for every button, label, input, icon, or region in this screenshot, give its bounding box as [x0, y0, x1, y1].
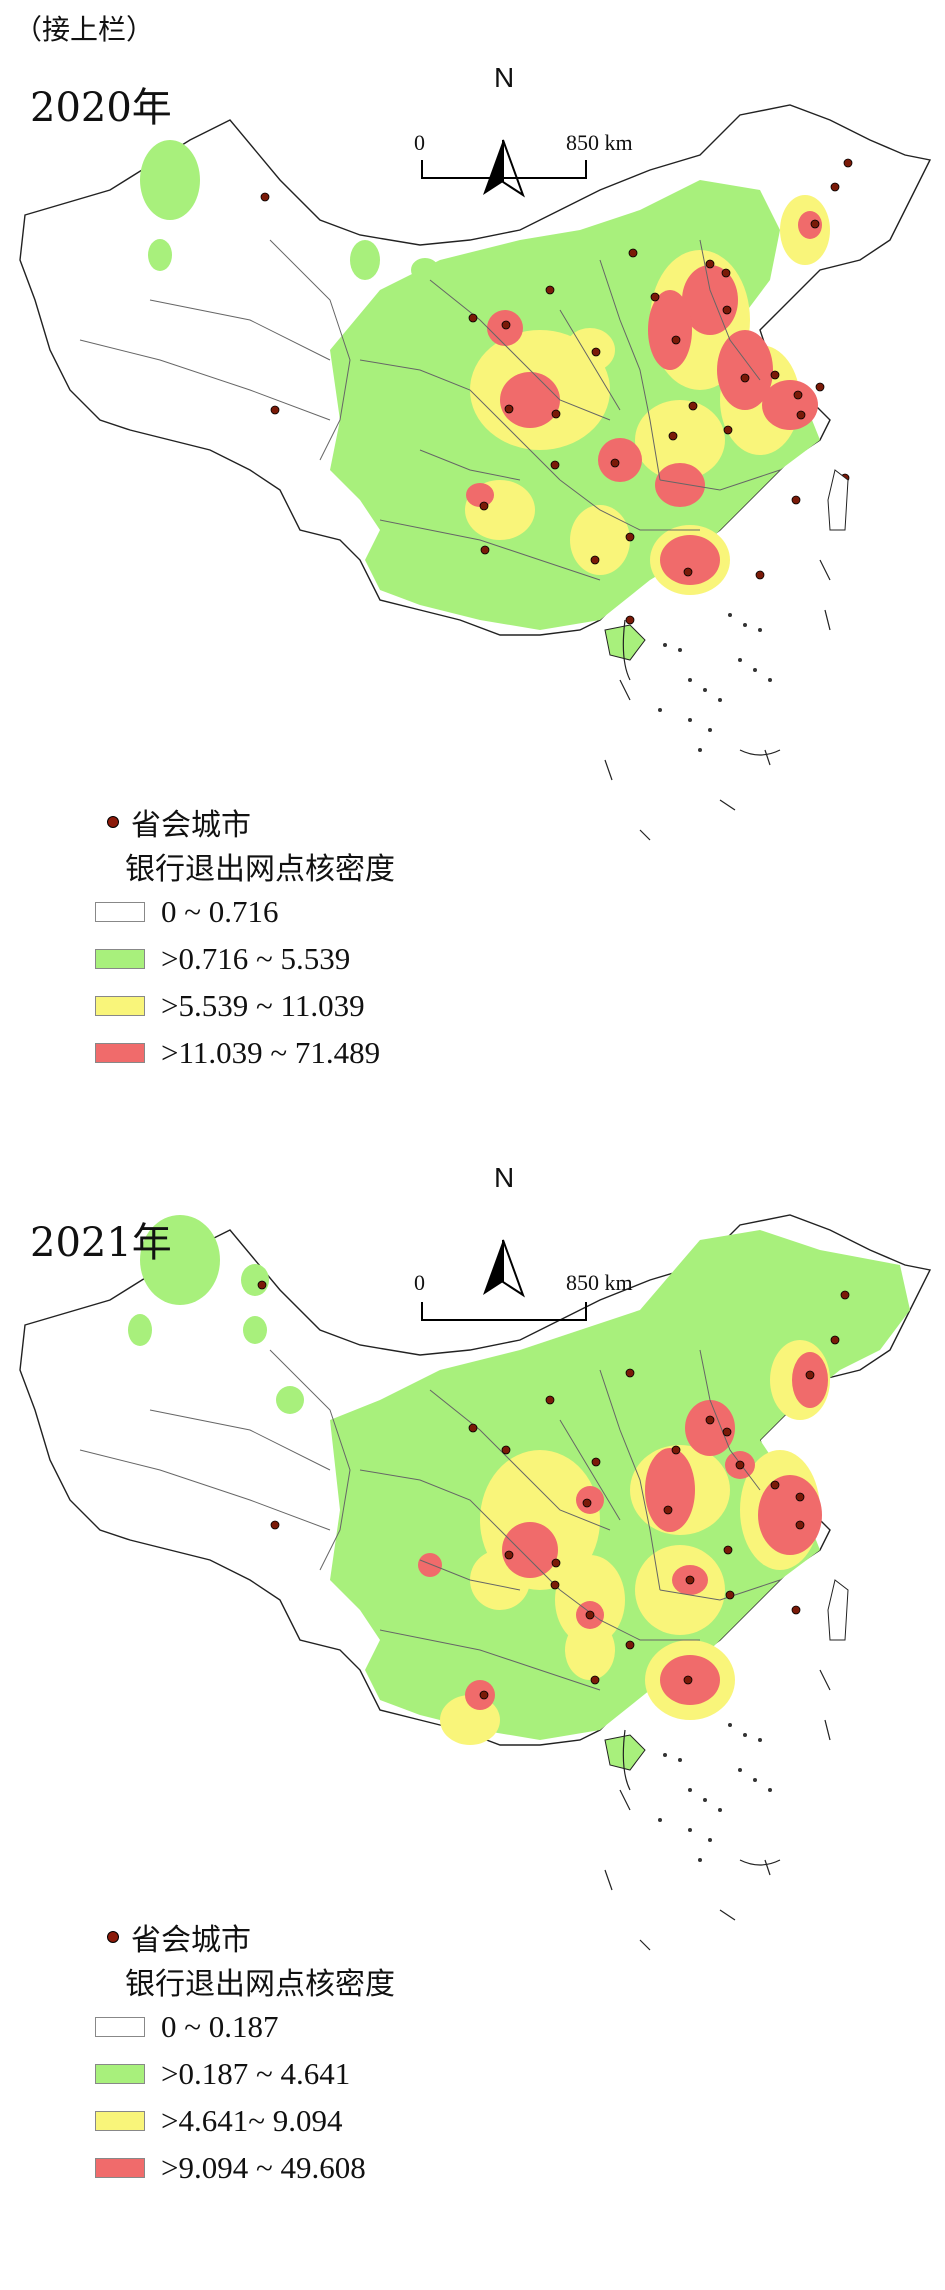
capital-dot-icon	[107, 1931, 119, 1943]
north-arrow-icon	[483, 139, 525, 198]
north-arrow-icon	[483, 1239, 525, 1298]
scale-bar	[421, 160, 587, 179]
legend-class-label: >11.039 ~ 71.489	[161, 1034, 381, 1070]
continuation-note: （接上栏）	[14, 13, 155, 46]
scale-end-label: 850 km	[566, 130, 633, 155]
legend-class-label: >4.641~ 9.094	[161, 2102, 343, 2138]
legend-class-row: 0 ~ 0.716	[95, 888, 395, 935]
scale-end-label: 850 km	[566, 1270, 633, 1295]
legend-swatch	[95, 2063, 145, 2084]
capital-city-points	[260, 158, 853, 625]
scale-bar	[421, 1302, 587, 1321]
capital-dot-icon	[107, 816, 119, 828]
density-zone-high	[685, 1400, 735, 1456]
legend-point-label: 省会城市	[131, 1924, 251, 1957]
legend-class-row: >0.716 ~ 5.539	[95, 935, 395, 982]
legend-class-row: >9.094 ~ 49.608	[95, 2144, 395, 2191]
map-panel-2021: 2021年 N 0 850 km 省会城市 银行退出网点核密度 0 ~ 0.18…	[0, 1162, 945, 2290]
legend-point-label: 省会城市	[131, 809, 251, 842]
legend-2021: 省会城市 银行退出网点核密度 0 ~ 0.187 >0.187 ~ 4.641 …	[95, 1915, 395, 2191]
map-panel-2020: 2020年 N 0 850 km 省会城市 银行退出网点核密度 0 ~ 0.71…	[0, 60, 945, 1180]
legend-class-label: >5.539 ~ 11.039	[161, 987, 365, 1023]
legend-title: 银行退出网点核密度	[125, 1967, 395, 2002]
legend-class-label: 0 ~ 0.716	[161, 893, 279, 929]
legend-swatch	[95, 901, 145, 922]
legend-class-label: >9.094 ~ 49.608	[161, 2149, 366, 2185]
legend-class-label: >0.716 ~ 5.539	[161, 940, 351, 976]
legend-swatch	[95, 948, 145, 969]
scale-start-label: 0	[414, 1270, 425, 1295]
legend-swatch	[95, 2110, 145, 2131]
scale-start-label: 0	[414, 130, 425, 155]
china-map-2021	[19, 1214, 932, 1951]
density-zone-high	[682, 265, 738, 335]
year-label: 2020年	[30, 85, 172, 131]
south-sea-islands	[604, 559, 831, 841]
legend-point-entry: 省会城市	[81, 800, 395, 844]
legend-class-row: >11.039 ~ 71.489	[95, 1029, 395, 1076]
north-label: N	[494, 1162, 515, 1193]
province-boundaries	[79, 1349, 781, 1691]
year-label: 2021年	[30, 1220, 172, 1266]
legend-swatch	[95, 2016, 145, 2037]
legend-title: 银行退出网点核密度	[125, 852, 395, 887]
capital-city-points	[257, 1280, 850, 1700]
legend-swatch	[95, 995, 145, 1016]
china-map-2020	[19, 104, 932, 841]
legend-point-entry: 省会城市	[81, 1915, 395, 1959]
legend-class-label: 0 ~ 0.187	[161, 2008, 279, 2044]
south-sea-islands	[604, 1669, 831, 1951]
legend-class-row: 0 ~ 0.187	[95, 2003, 395, 2050]
legend-swatch	[95, 2157, 145, 2178]
legend-class-label: >0.187 ~ 4.641	[161, 2055, 351, 2091]
legend-swatch	[95, 1042, 145, 1063]
legend-2020: 省会城市 银行退出网点核密度 0 ~ 0.716 >0.716 ~ 5.539 …	[95, 800, 395, 1076]
province-boundaries	[79, 239, 781, 581]
north-label: N	[494, 62, 515, 93]
legend-class-row: >5.539 ~ 11.039	[95, 982, 395, 1029]
density-zone-low	[330, 1230, 910, 1740]
legend-class-row: >4.641~ 9.094	[95, 2097, 395, 2144]
legend-class-row: >0.187 ~ 4.641	[95, 2050, 395, 2097]
